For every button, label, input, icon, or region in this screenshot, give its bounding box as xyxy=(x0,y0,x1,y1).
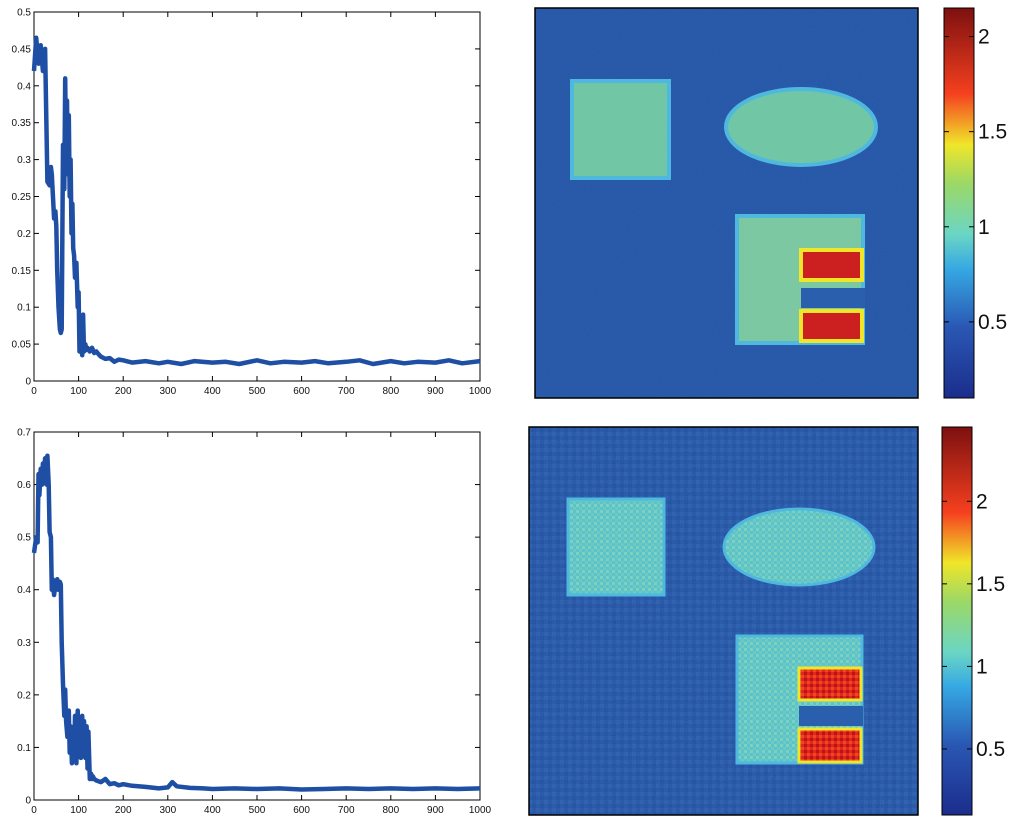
top-heatmap-ellipse xyxy=(724,87,878,167)
bottom-heatmap-gap xyxy=(799,706,863,726)
x-tick-label: 600 xyxy=(293,805,310,816)
y-tick-label: 0 xyxy=(25,796,31,807)
x-tick-label: 1000 xyxy=(469,805,492,816)
y-tick-label: 0.4 xyxy=(17,585,31,596)
x-tick-label: 400 xyxy=(204,805,221,816)
bottom-heatmap-frame xyxy=(528,426,919,816)
y-tick-label: 0.05 xyxy=(12,340,32,351)
colorbar-tick-label: 0.5 xyxy=(978,311,1007,334)
x-tick-label: 100 xyxy=(70,805,87,816)
bottom-line-chart: 0 0.1 0.2 0.3 0.4 0.5 0.6 0.7 0 100 200 300 400 500 6… xyxy=(17,428,491,817)
x-tick-label: 800 xyxy=(382,805,399,816)
x-tick-label: 500 xyxy=(249,805,266,816)
bottom-heatmap xyxy=(528,426,919,816)
top-colorbar-gradient xyxy=(943,7,975,399)
colorbar-tick-label: 1.5 xyxy=(978,121,1007,144)
x-tick-label: 500 xyxy=(249,386,266,397)
top-heatmap-frame xyxy=(534,7,919,399)
bottom-heatmap-bar-lower xyxy=(797,727,863,764)
y-tick-label: 0.6 xyxy=(17,480,31,491)
y-tick-label: 0.2 xyxy=(17,229,31,240)
y-tick-label: 0.5 xyxy=(17,8,31,19)
colorbar-tick-label: 1 xyxy=(978,216,990,239)
bottom-colorbar-ticks: 0.5 1 1.5 2 xyxy=(942,490,1005,761)
y-tick-label: 0.35 xyxy=(12,118,32,129)
top-colorbar-ticks: 0.5 1 1.5 2 xyxy=(944,26,1007,334)
y-tick-label: 0.5 xyxy=(17,533,31,544)
bottom-line-series xyxy=(31,453,481,792)
top-line-axes-box xyxy=(33,11,481,382)
x-tick-label: 400 xyxy=(204,386,221,397)
y-tick-label: 0.45 xyxy=(12,44,32,55)
bottom-heatmap-ellipse xyxy=(722,507,876,587)
top-line-x-ticks: 0 100 200 300 400 500 600 700 800 900 1000 xyxy=(31,12,492,397)
y-tick-label: 0 xyxy=(25,377,31,388)
top-line-y-ticks: 0 0.05 0.1 0.15 0.2 0.25 0.3 0.35 0.4 0.45 0.5 xyxy=(12,8,480,388)
bottom-heatmap-bar-upper xyxy=(797,666,863,702)
top-heatmap-bar-upper xyxy=(799,248,864,282)
colorbar-tick-label: 1.5 xyxy=(976,573,1005,596)
y-tick-label: 0.4 xyxy=(17,81,31,92)
top-heatmap-square xyxy=(570,79,671,180)
bottom-heatmap-square xyxy=(566,497,666,597)
x-tick-label: 700 xyxy=(338,386,355,397)
x-tick-label: 100 xyxy=(70,386,87,397)
top-heatmap xyxy=(534,7,919,399)
y-tick-label: 0.25 xyxy=(12,192,32,203)
colorbar-tick-label: 2 xyxy=(978,26,990,49)
y-tick-label: 0.3 xyxy=(17,155,31,166)
x-tick-label: 800 xyxy=(382,386,399,397)
x-tick-label: 900 xyxy=(427,805,444,816)
bottom-line-axes-box xyxy=(33,431,481,801)
x-tick-label: 200 xyxy=(115,386,132,397)
y-tick-label: 0.3 xyxy=(17,638,31,649)
bottom-colorbar: 0.5 1 1.5 2 xyxy=(941,426,1005,816)
x-tick-label: 600 xyxy=(293,386,310,397)
x-tick-label: 0 xyxy=(31,386,37,397)
x-tick-label: 700 xyxy=(338,805,355,816)
bottom-line-y-ticks: 0 0.1 0.2 0.3 0.4 0.5 0.6 0.7 xyxy=(17,428,480,807)
x-tick-label: 300 xyxy=(159,386,176,397)
x-tick-label: 300 xyxy=(159,805,176,816)
colorbar-tick-label: 2 xyxy=(976,490,988,513)
bottom-colorbar-gradient xyxy=(941,426,973,816)
x-tick-label: 0 xyxy=(31,805,37,816)
top-colorbar: 0.5 1 1.5 2 xyxy=(943,7,1007,399)
y-tick-label: 0.15 xyxy=(12,266,32,277)
bottom-line-x-ticks: 0 100 200 300 400 500 600 700 800 900 1000 xyxy=(31,432,492,816)
colorbar-tick-label: 0.5 xyxy=(976,738,1005,761)
top-heatmap-gap xyxy=(801,288,865,308)
y-tick-label: 0.7 xyxy=(17,428,31,439)
top-line-chart: 0 0.05 0.1 0.15 0.2 0.25 0.3 0.35 0.4 0.45 0.5 0 10… xyxy=(12,8,492,398)
y-tick-label: 0.1 xyxy=(17,743,31,754)
y-tick-label: 0.2 xyxy=(17,690,31,701)
x-tick-label: 900 xyxy=(427,386,444,397)
x-tick-label: 200 xyxy=(115,805,132,816)
colorbar-tick-label: 1 xyxy=(976,655,988,678)
y-tick-label: 0.1 xyxy=(17,303,31,314)
top-line-series xyxy=(31,35,481,367)
x-tick-label: 1000 xyxy=(469,386,492,397)
top-heatmap-bar-lower xyxy=(799,309,864,343)
